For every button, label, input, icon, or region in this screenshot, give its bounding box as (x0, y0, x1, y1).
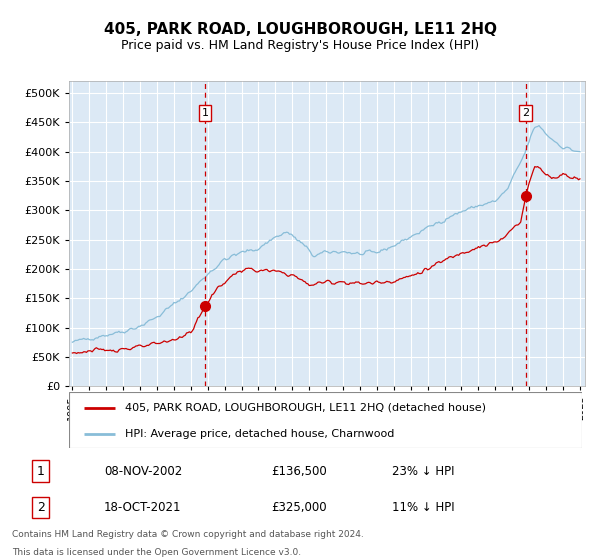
Text: This data is licensed under the Open Government Licence v3.0.: This data is licensed under the Open Gov… (12, 548, 301, 557)
Text: 405, PARK ROAD, LOUGHBOROUGH, LE11 2HQ (detached house): 405, PARK ROAD, LOUGHBOROUGH, LE11 2HQ (… (125, 403, 487, 413)
Text: £136,500: £136,500 (271, 465, 327, 478)
Text: 18-OCT-2021: 18-OCT-2021 (104, 501, 182, 514)
Text: 1: 1 (37, 465, 45, 478)
Text: £325,000: £325,000 (271, 501, 327, 514)
Text: Contains HM Land Registry data © Crown copyright and database right 2024.: Contains HM Land Registry data © Crown c… (12, 530, 364, 539)
Text: 08-NOV-2002: 08-NOV-2002 (104, 465, 182, 478)
Text: 2: 2 (522, 108, 529, 118)
Text: 1: 1 (202, 108, 209, 118)
Text: 405, PARK ROAD, LOUGHBOROUGH, LE11 2HQ: 405, PARK ROAD, LOUGHBOROUGH, LE11 2HQ (104, 22, 497, 38)
Text: Price paid vs. HM Land Registry's House Price Index (HPI): Price paid vs. HM Land Registry's House … (121, 39, 479, 52)
Text: 11% ↓ HPI: 11% ↓ HPI (392, 501, 455, 514)
Text: 23% ↓ HPI: 23% ↓ HPI (392, 465, 455, 478)
Text: HPI: Average price, detached house, Charnwood: HPI: Average price, detached house, Char… (125, 429, 395, 439)
Text: 2: 2 (37, 501, 45, 514)
